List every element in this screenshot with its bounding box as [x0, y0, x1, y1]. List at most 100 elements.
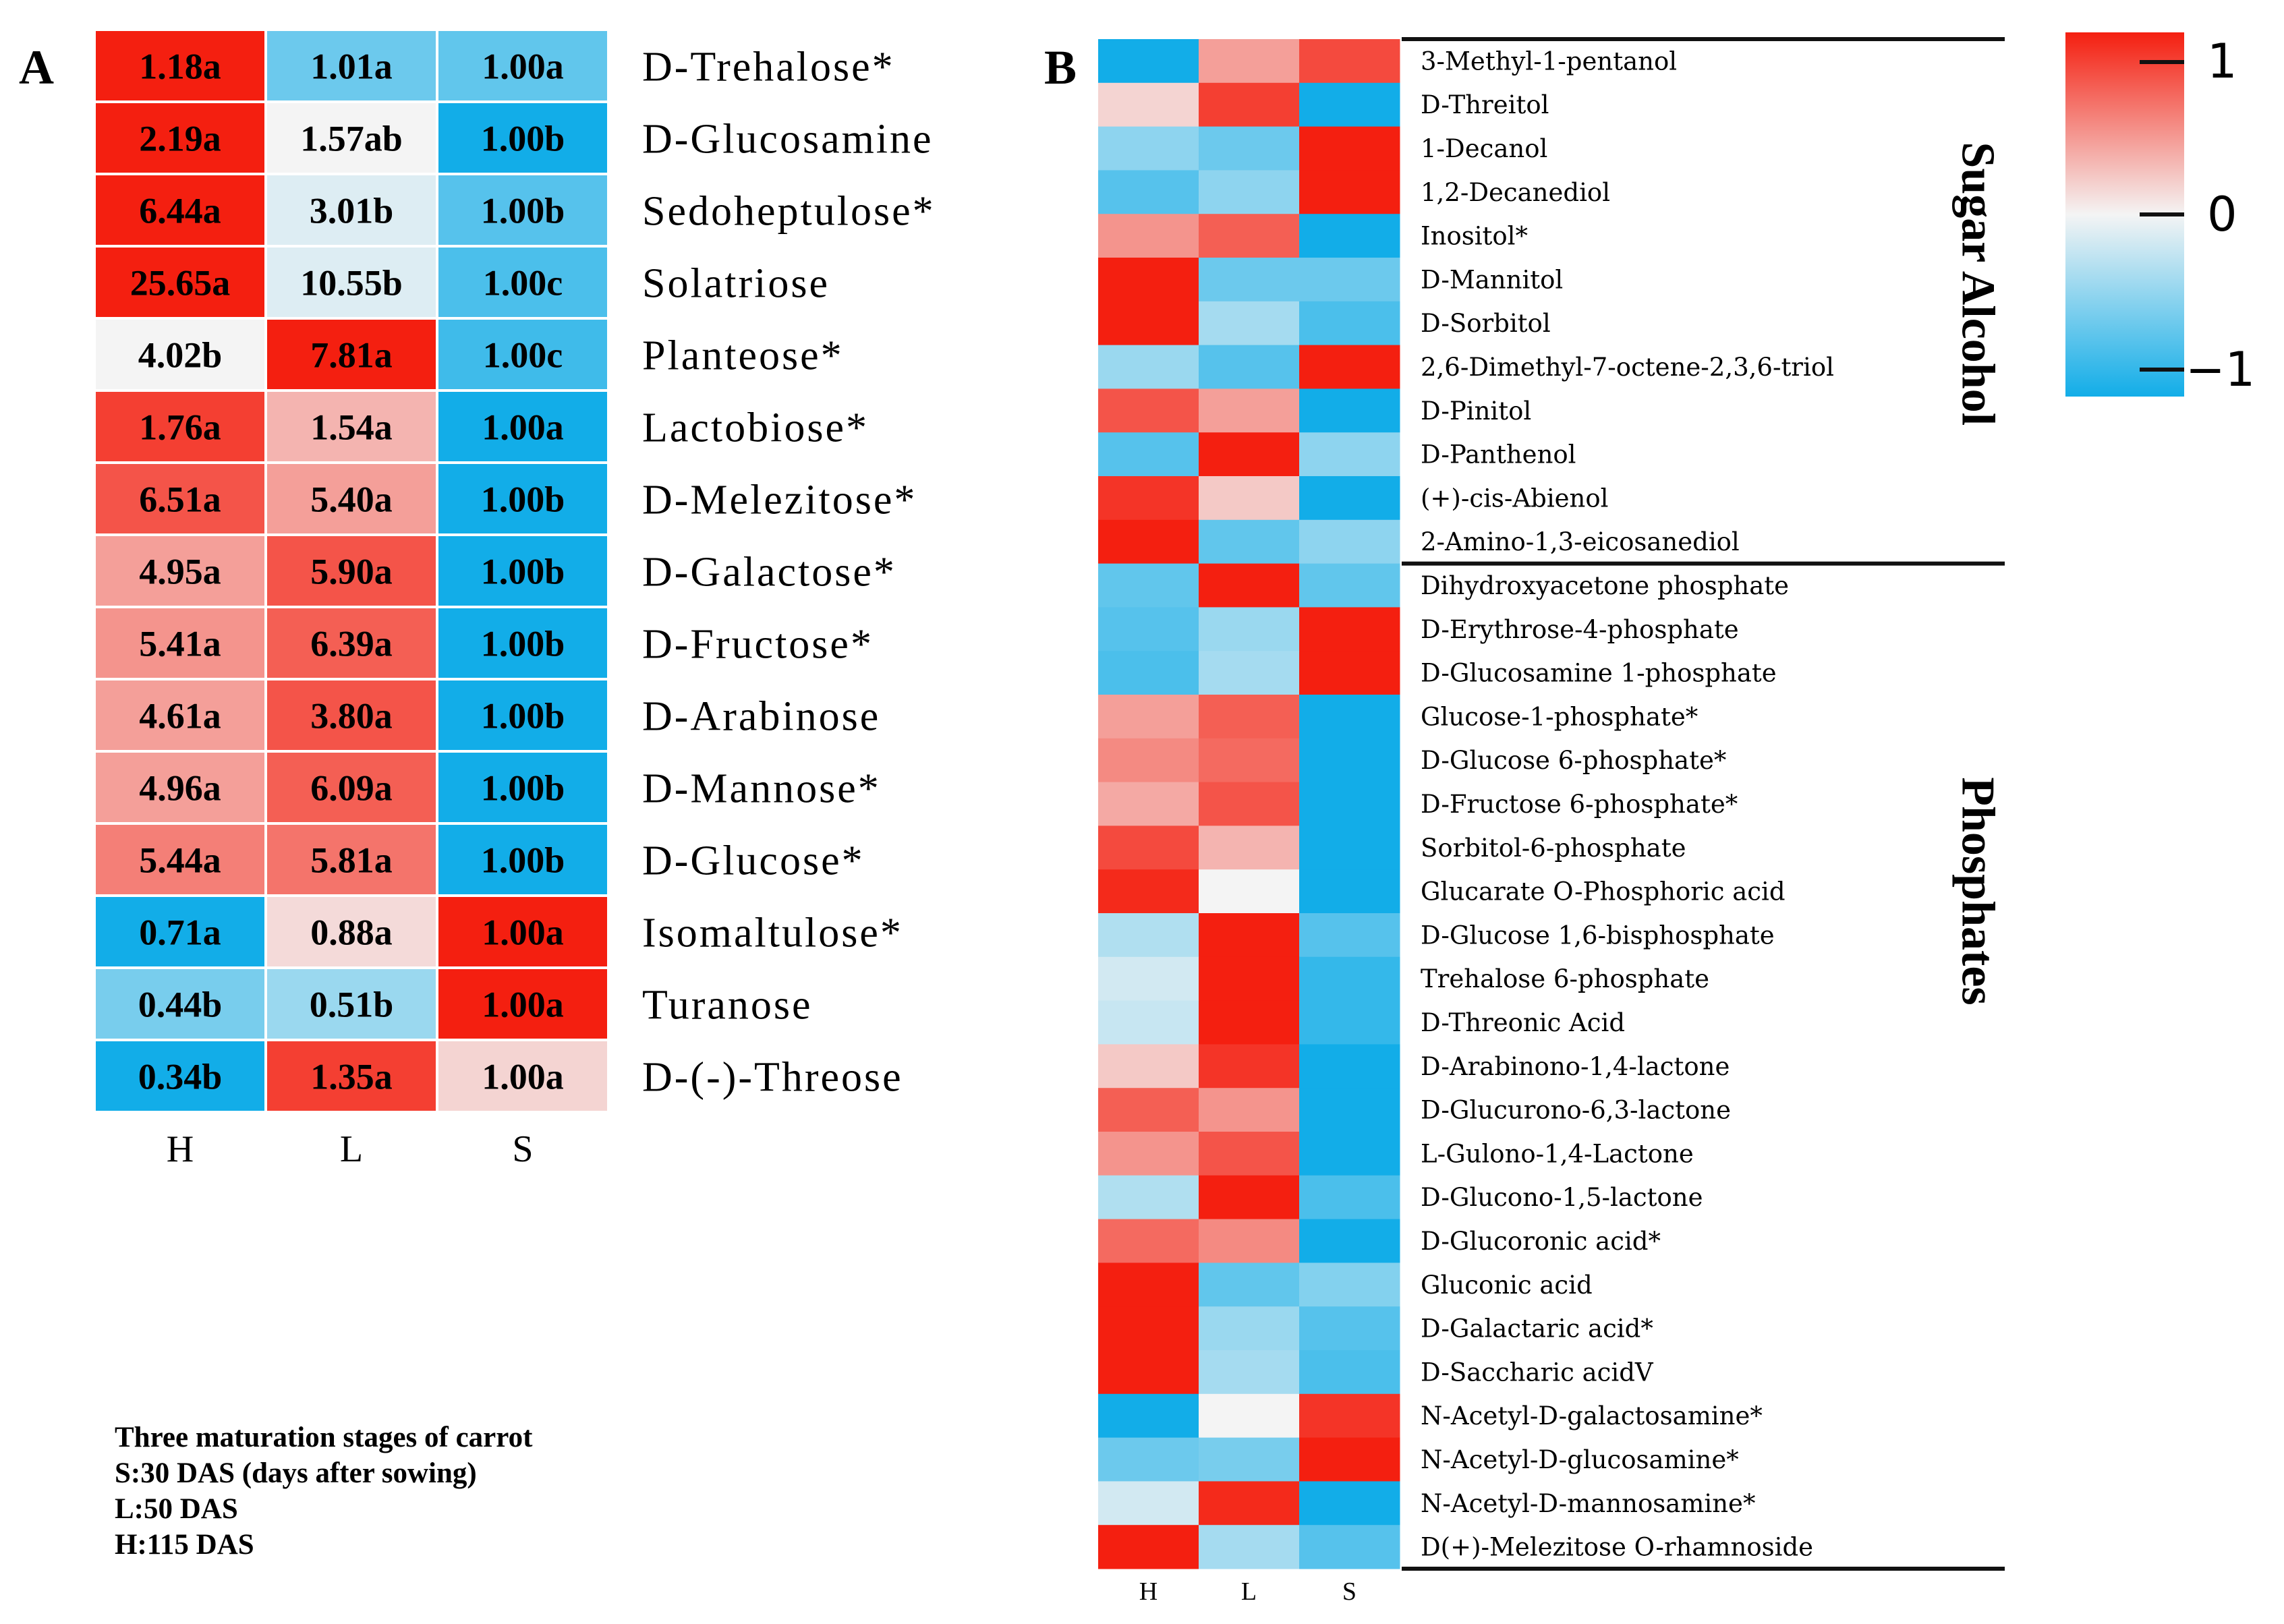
heatmap-a-cell-label: 6.44a	[139, 191, 221, 231]
heatmap-b-cell	[1098, 913, 1199, 958]
heatmap-b-column-label: S	[1342, 1577, 1357, 1606]
heatmap-a-cell-label: 5.40a	[310, 480, 393, 520]
heatmap-b-cell	[1199, 913, 1300, 958]
heatmap-a-cell	[264, 533, 438, 608]
heatmap-a-cell-label: 5.81a	[310, 840, 393, 881]
heatmap-b-row-label: 3-Methyl-1-pentanol	[1421, 47, 1677, 76]
heatmap-a-row-label: D-Glucose*	[642, 838, 865, 884]
heatmap-a-cell-label: 1.57ab	[300, 119, 403, 159]
heatmap-a-cell	[93, 245, 267, 320]
heatmap-b-row-label: D-Panthenol	[1421, 440, 1576, 469]
heatmap-a-cell-label: 4.02b	[138, 335, 223, 376]
heatmap-b-cell	[1199, 1350, 1300, 1395]
heatmap-a-cell-label: 1.76a	[139, 407, 221, 448]
heatmap-a-row-label: Turanose	[642, 983, 813, 1028]
heatmap-b-cell	[1098, 519, 1199, 564]
heatmap-b-cell	[1299, 1219, 1400, 1263]
heatmap-b-row-label: N-Acetyl-D-mannosamine*	[1421, 1489, 1755, 1518]
heatmap-a: 1.18a 1.01a 1.00a D-Trehalose* 2.19a 1.57ab 1.…	[93, 28, 934, 1170]
heatmap-b-column-label: L	[1241, 1577, 1257, 1606]
heatmap-b-cell	[1098, 388, 1199, 433]
heatmap-b-cell	[1098, 869, 1199, 914]
heatmap-b-row-label: D-Threitol	[1421, 90, 1549, 119]
heatmap-b-cell	[1098, 126, 1199, 171]
heatmap-b-cell	[1199, 82, 1300, 127]
heatmap-a-cell-label: 6.09a	[310, 768, 393, 809]
heatmap-a-cell	[436, 1039, 610, 1113]
heatmap-a-cell	[93, 750, 267, 825]
heatmap-a-column-label: H	[167, 1128, 194, 1170]
heatmap-a-cell	[93, 28, 267, 103]
heatmap-b-cell	[1098, 476, 1199, 521]
heatmap-a-cell	[436, 100, 610, 175]
heatmap-b-cell	[1199, 388, 1300, 433]
heatmap-b-cell	[1098, 1393, 1199, 1439]
heatmap-b-row-label: D-Threonic Acid	[1421, 1008, 1625, 1037]
heatmap-b-cell	[1199, 258, 1300, 302]
heatmap-a-cell-label: 0.44b	[138, 985, 223, 1025]
heatmap-b-cell	[1299, 607, 1400, 651]
heatmap-a-cell-label: 1.00c	[483, 335, 563, 376]
heatmap-a-cell-label: 1.00b	[481, 624, 565, 664]
heatmap-b-row-label: L-Gulono-1,4-Lactone	[1421, 1139, 1694, 1168]
heatmap-b-cell	[1098, 1263, 1199, 1307]
heatmap-b-cell	[1299, 695, 1400, 739]
heatmap-a-cell-label: 4.61a	[139, 696, 221, 736]
heatmap-b-row-label: D-Glucono-1,5-lactone	[1421, 1183, 1703, 1212]
heatmap-b-row-label: D-Galactaric acid*	[1421, 1314, 1653, 1343]
group-label: Phosphates	[1952, 777, 2004, 1005]
heatmap-b-cell	[1098, 39, 1199, 84]
heatmap-a-cell-label: 5.90a	[310, 552, 393, 592]
heatmap-b-cell	[1199, 1437, 1300, 1482]
heatmap-b-cell	[1299, 301, 1400, 346]
heatmap-b: 3-Methyl-1-pentanol D-Threitol 1-Decanol 1,…	[1098, 37, 2005, 1606]
heatmap-b-cell	[1098, 1525, 1199, 1569]
heatmap-a-column-label: S	[512, 1128, 533, 1170]
heatmap-a-cell	[93, 966, 267, 1041]
heatmap-a-cell-label: 6.39a	[310, 624, 393, 664]
heatmap-b-row-label: 1,2-Decanediol	[1421, 178, 1610, 207]
heatmap-b-row-label: 2,6-Dimethyl-7-octene-2,3,6-triol	[1421, 353, 1834, 382]
heatmap-a-cell	[93, 533, 267, 608]
heatmap-a-cell	[264, 678, 438, 753]
heatmap-a-cell	[264, 461, 438, 536]
heatmap-b-cell	[1199, 1044, 1300, 1089]
heatmap-b-cell	[1299, 1437, 1400, 1482]
heatmap-a-row-label: Lactobiose*	[642, 405, 869, 451]
heatmap-a-cell-label: 1.00b	[481, 480, 565, 520]
heatmap-a-cell-label: 1.00b	[481, 768, 565, 809]
heatmap-a-cell-label: 1.00b	[481, 696, 565, 736]
heatmap-b-row-label: D-Erythrose-4-phosphate	[1421, 615, 1739, 644]
heatmap-b-cell	[1299, 1393, 1400, 1439]
heatmap-b-cell	[1299, 1525, 1400, 1569]
heatmap-a-cell-label: 0.88a	[310, 912, 393, 953]
heatmap-a-cell-label: 4.95a	[139, 552, 221, 592]
heatmap-b-cell	[1199, 1263, 1300, 1307]
heatmap-b-cell	[1299, 782, 1400, 826]
heatmap-b-cell	[1199, 1525, 1300, 1569]
heatmap-b-row-label: Glucose-1-phosphate*	[1421, 702, 1698, 731]
heatmap-a-cell-label: 3.80a	[310, 696, 393, 736]
heatmap-a-cell	[436, 966, 610, 1041]
heatmap-a-row-label: D-Arabinose	[642, 694, 880, 740]
heatmap-b-cell	[1098, 695, 1199, 739]
heatmap-a-cell-label: 25.65a	[130, 263, 231, 303]
heatmap-b-cell	[1299, 345, 1400, 389]
heatmap-a-cell	[93, 461, 267, 536]
heatmap-b-cell	[1199, 695, 1300, 739]
heatmap-b-cell	[1299, 651, 1400, 695]
heatmap-b-row-label: Glucarate O-Phosphoric acid	[1421, 877, 1786, 906]
heatmap-a-cell-label: 1.00a	[482, 407, 564, 448]
heatmap-b-row-label: D-Fructose 6-phosphate*	[1421, 790, 1738, 819]
heatmap-b-cell	[1299, 214, 1400, 258]
heatmap-b-cell	[1199, 1219, 1300, 1263]
heatmap-b-cell	[1098, 607, 1199, 651]
heatmap-b-cell	[1098, 782, 1199, 826]
heatmap-b-cell	[1098, 1044, 1199, 1089]
panel-letter-a: A	[19, 40, 54, 94]
heatmap-b-cell	[1299, 1044, 1400, 1089]
heatmap-a-cell-label: 0.34b	[138, 1057, 223, 1097]
heatmap-b-cell	[1199, 956, 1300, 1002]
heatmap-b-row-label: Trehalose 6-phosphate	[1421, 964, 1709, 993]
heatmap-b-cell	[1199, 1175, 1300, 1220]
